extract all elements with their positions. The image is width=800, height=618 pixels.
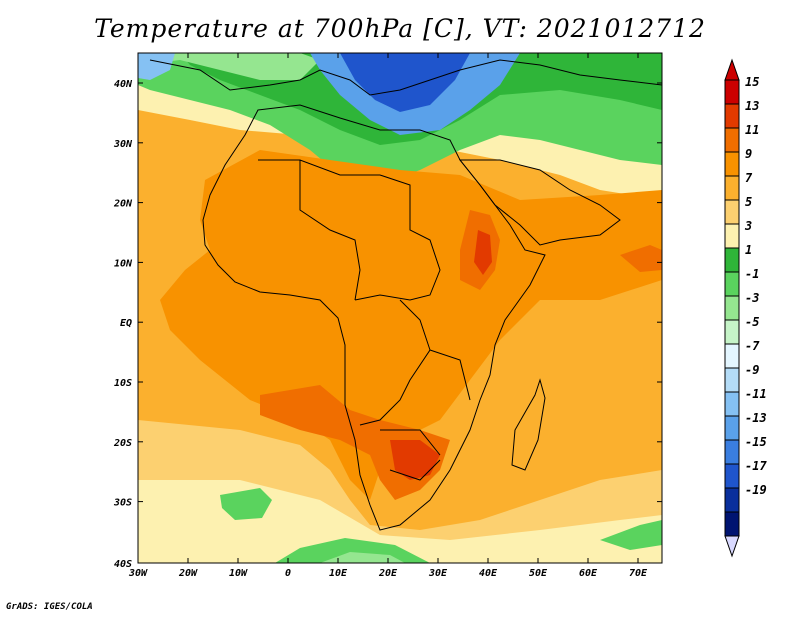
- field-ethiopia-veryhot: [474, 230, 492, 275]
- field-southern-veryhot: [390, 440, 440, 480]
- colorbar-swatch: [724, 127, 740, 153]
- colorbar-label: 15: [745, 75, 759, 89]
- colorbar-swatch: [724, 175, 740, 201]
- colorbar-label: -19: [745, 483, 767, 497]
- country-borders: [258, 159, 471, 481]
- colorbar-swatch: [724, 439, 740, 465]
- europe-coastline: [149, 59, 662, 96]
- lat-label: 40S: [114, 559, 132, 570]
- lon-label: 40E: [479, 568, 498, 579]
- map-title: Temperature at 700hPa [C], VT: 202101271…: [94, 14, 706, 43]
- colorbar-swatch: [724, 319, 740, 345]
- colorbar-swatch: [724, 343, 740, 369]
- lon-label: 0: [285, 568, 291, 579]
- lat-label: 40N: [114, 79, 133, 90]
- lat-label: 10N: [114, 258, 133, 269]
- colorbar-swatch: [724, 391, 740, 417]
- plot-frame: [137, 52, 663, 564]
- lon-label: 70E: [629, 568, 648, 579]
- colorbar-label: -13: [745, 411, 767, 425]
- colorbar-swatch: [724, 367, 740, 393]
- colorbar-label: -3: [745, 291, 759, 305]
- colorbar-label: 13: [745, 99, 759, 113]
- lon-label: 20W: [178, 568, 198, 579]
- arabia-coastline: [458, 159, 621, 246]
- colorbar-label: 7: [745, 171, 753, 185]
- colorbar-swatch: [724, 103, 740, 129]
- lon-label: 20E: [378, 568, 398, 579]
- colorbar: 15 13 11 9 7 5 3 1 -1 -3 -5 -7 -9 -11 -13 -15 -17 -19: [724, 58, 767, 558]
- lon-label: 30W: [128, 568, 148, 579]
- field-atlantic-warm: [170, 300, 240, 345]
- colorbar-label: -9: [745, 363, 759, 377]
- colorbar-label: -17: [745, 459, 767, 473]
- colorbar-swatch: [724, 415, 740, 441]
- colorbar-swatch: [724, 511, 740, 537]
- field-sw-green: [220, 488, 272, 520]
- lat-label: 30N: [113, 139, 133, 150]
- temperature-field: [138, 53, 662, 563]
- lon-label: 10E: [329, 568, 348, 579]
- lon-label: 50E: [529, 568, 548, 579]
- lon-label: 10W: [229, 568, 248, 579]
- lat-label: 30S: [113, 498, 132, 509]
- lat-label: 20N: [113, 199, 133, 210]
- field-south-pale: [320, 552, 405, 563]
- colorbar-label: 1: [745, 243, 752, 257]
- colorbar-swatch: [724, 295, 740, 321]
- colorbar-swatch: [724, 247, 740, 273]
- colorbar-swatch: [724, 199, 740, 225]
- lon-label: 60E: [579, 568, 598, 579]
- colorbar-swatch: [724, 79, 740, 105]
- colorbar-label: -11: [745, 387, 767, 401]
- lat-label: 20S: [113, 438, 132, 449]
- colorbar-bottom-arrow: [724, 535, 740, 558]
- colorbar-swatch: [724, 487, 740, 513]
- colorbar-label: 5: [745, 195, 752, 209]
- field-north-deepblue: [340, 53, 470, 112]
- colorbar-label: -7: [745, 339, 760, 353]
- colorbar-swatch: [724, 223, 740, 249]
- madagascar-coastline: [511, 378, 546, 471]
- lat-label: 10S: [114, 378, 132, 389]
- colorbar-label: 11: [745, 123, 759, 137]
- colorbar-swatch: [724, 271, 740, 297]
- colorbar-top-arrow: [724, 58, 740, 81]
- colorbar-swatch: [724, 151, 740, 177]
- colorbar-label: -15: [745, 435, 767, 449]
- colorbar-swatch: [724, 463, 740, 489]
- colorbar-label: -1: [745, 267, 759, 281]
- field-north-pale: [138, 53, 320, 80]
- lon-label: 30E: [428, 568, 448, 579]
- colorbar-label: 3: [744, 219, 752, 233]
- longitude-axis: 30W 20W 10W 0 10E 20E 30E 40E 50E 60E 70E: [128, 53, 648, 579]
- latitude-axis: 40N 30N 20N 10N EQ 10S 20S 30S 40S: [113, 79, 662, 570]
- grads-credit: GrADS: IGES/COLA: [6, 602, 93, 612]
- field-northwest-blue: [138, 53, 175, 80]
- colorbar-label: 9: [745, 147, 752, 161]
- coastlines: [149, 59, 662, 531]
- field-indian-ocean-hot: [620, 245, 662, 272]
- colorbar-label: -5: [745, 315, 759, 329]
- field-se-green: [600, 520, 662, 550]
- lat-label: EQ: [120, 318, 132, 329]
